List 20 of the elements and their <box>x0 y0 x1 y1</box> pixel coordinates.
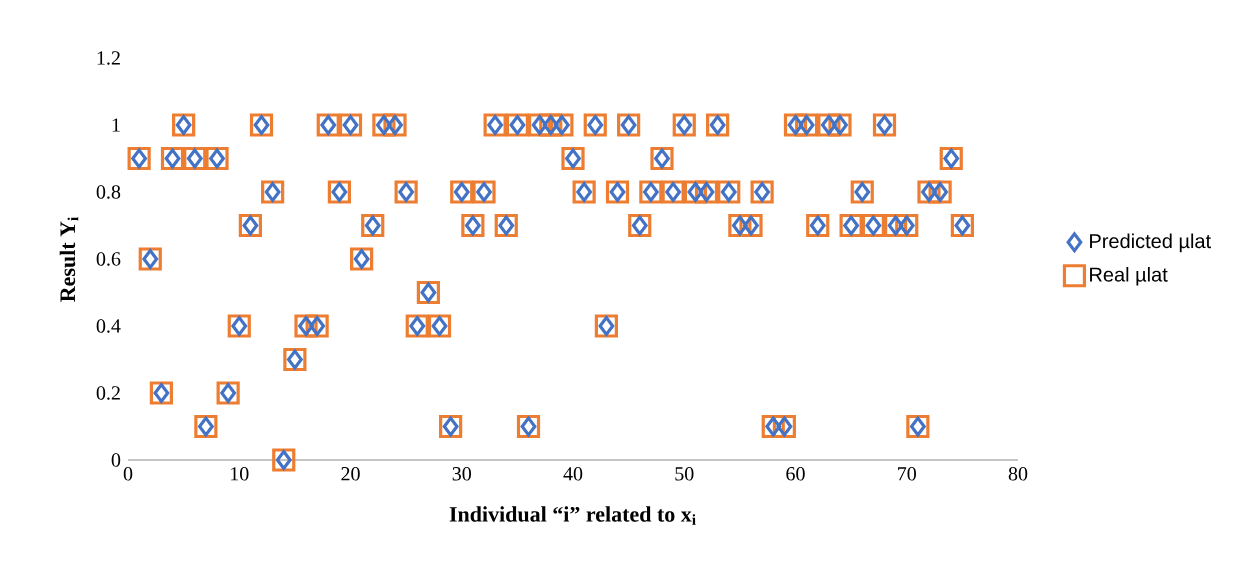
x-tick-label: 60 <box>786 467 805 481</box>
y-tick-label: 0.8 <box>96 185 121 199</box>
legend-label: Real µlat <box>1090 266 1168 286</box>
x-tick-label: 30 <box>452 467 472 481</box>
x-tick-label: 40 <box>563 467 583 481</box>
x-tick-label: 80 <box>1008 467 1028 481</box>
y-axis-title: Result Y$_{i}$ <box>59 216 79 302</box>
x-tick-label: 70 <box>898 467 916 481</box>
y-tick-label: 0.4 <box>96 319 121 333</box>
x-tick-label: 10 <box>231 467 249 481</box>
legend-label: Predicted µlat <box>1090 233 1211 253</box>
y-tick-label: 0 <box>111 453 121 467</box>
y-tick-label: 1 <box>112 118 120 132</box>
y-tick-label: 0.2 <box>96 386 120 400</box>
x-tick-label: 50 <box>675 467 694 481</box>
x-axis-title: Individual “i” related to x$_{i}$ <box>449 506 696 525</box>
x-tick-label: 0 <box>123 467 133 481</box>
y-tick-label: 0.6 <box>96 252 121 266</box>
y-tick-label: 1.2 <box>97 51 120 65</box>
x-tick-label: 20 <box>341 467 360 481</box>
